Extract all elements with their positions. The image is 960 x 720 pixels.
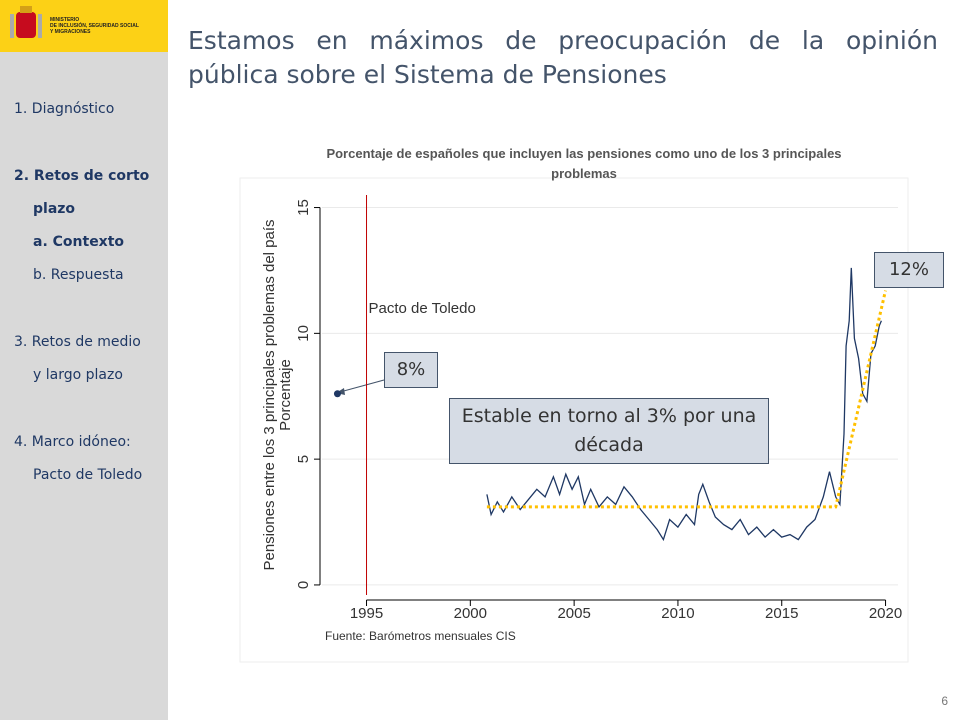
annotation: 12% [874, 252, 944, 288]
reference-label: Pacto de Toledo [369, 300, 476, 317]
chart-title: Porcentaje de españoles que incluyen las… [326, 146, 841, 181]
trend-line [486, 290, 887, 509]
x-tick-label: 1995 [350, 605, 383, 622]
y-tick-label: 5 [295, 455, 312, 463]
source: Fuente: Barómetros mensuales CIS [325, 629, 516, 643]
nav-item: a. Contexto [33, 234, 125, 250]
nav-item: 1. Diagnóstico [14, 101, 115, 117]
y-axis-label: Porcentaje [277, 359, 294, 431]
data-line [486, 267, 882, 542]
nav-item: 4. Marco idóneo: [14, 434, 131, 450]
nav-item: 3. Retos de medio [14, 334, 141, 350]
emblem [10, 6, 42, 38]
slide-title: Estamos en máximos de preocupación de la… [188, 26, 938, 89]
x-tick-label: 2000 [454, 605, 487, 622]
nav-item: 2. Retos de corto [14, 168, 150, 184]
data-point [333, 390, 341, 398]
annotation: 8% [384, 352, 438, 388]
logo-line: MINISTERIO [50, 17, 80, 23]
logo-line: DE INCLUSIÓN, SEGURIDAD SOCIAL [50, 23, 139, 29]
page-number: 6 [941, 694, 948, 708]
y-axis-label: Pensiones entre los 3 principales proble… [261, 219, 278, 570]
annotation: Estable en torno al 3% por una década [449, 398, 769, 464]
logo-line: Y MIGRACIONES [50, 29, 91, 35]
logo-text: MINISTERIO DE INCLUSIÓN, SEGURIDAD SOCIAL… [50, 17, 139, 35]
x-tick-label: 2015 [765, 605, 798, 622]
nav-item: plazo [33, 201, 76, 217]
x-tick-label: 2005 [557, 605, 590, 622]
x-tick-label: 2020 [869, 605, 902, 622]
sidebar [0, 52, 168, 720]
y-tick-label: 15 [295, 199, 312, 216]
logo: MINISTERIO DE INCLUSIÓN, SEGURIDAD SOCIAL… [0, 0, 168, 52]
y-tick-label: 10 [295, 325, 312, 342]
nav-item: Pacto de Toledo [33, 467, 143, 483]
y-tick-label: 0 [295, 581, 312, 589]
arrow [339, 379, 385, 393]
x-tick-label: 2010 [661, 605, 694, 622]
nav-item: b. Respuesta [33, 267, 124, 283]
nav-item: y largo plazo [33, 367, 123, 383]
chart-frame [239, 177, 909, 663]
